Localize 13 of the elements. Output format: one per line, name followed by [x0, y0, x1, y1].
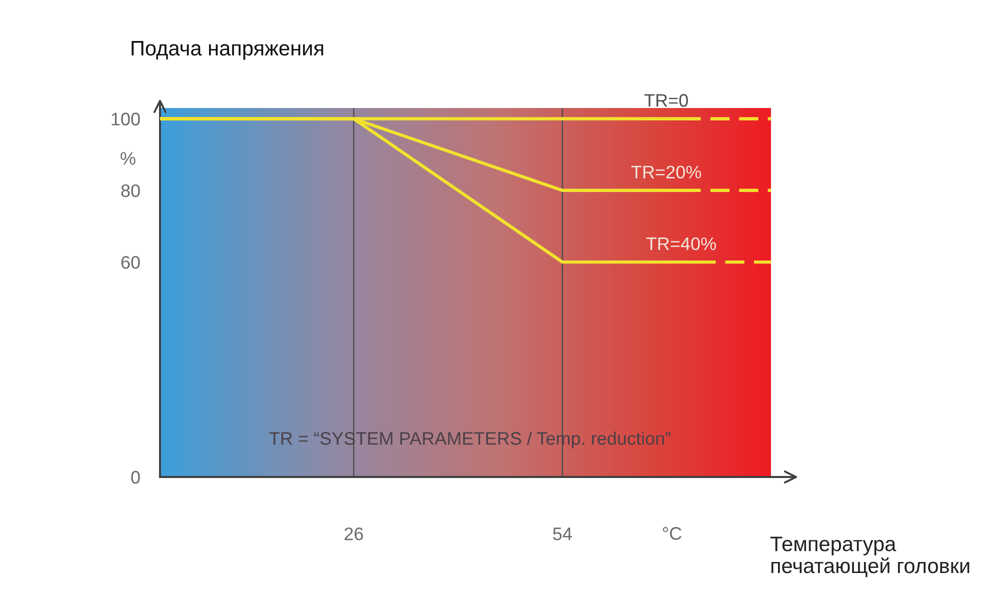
x-tick-label: 54 — [553, 528, 572, 540]
series-label: TR=0 — [644, 94, 688, 107]
text: % — [120, 152, 136, 165]
text: °C — [662, 527, 682, 540]
x-axis-title: Температура печатающей головки — [770, 536, 970, 578]
y-tick-label: 100 — [112, 112, 140, 126]
x-tick-label: 26 — [344, 527, 363, 540]
series-label: TR=20% — [631, 166, 702, 178]
series-label: TR=40% — [646, 237, 716, 250]
y-tick-label: 80 — [121, 184, 140, 198]
y-axis-title: Подача напряжения — [132, 41, 324, 60]
y-tick-label: 60 — [121, 256, 140, 269]
y-tick-label: 0 — [131, 470, 140, 484]
